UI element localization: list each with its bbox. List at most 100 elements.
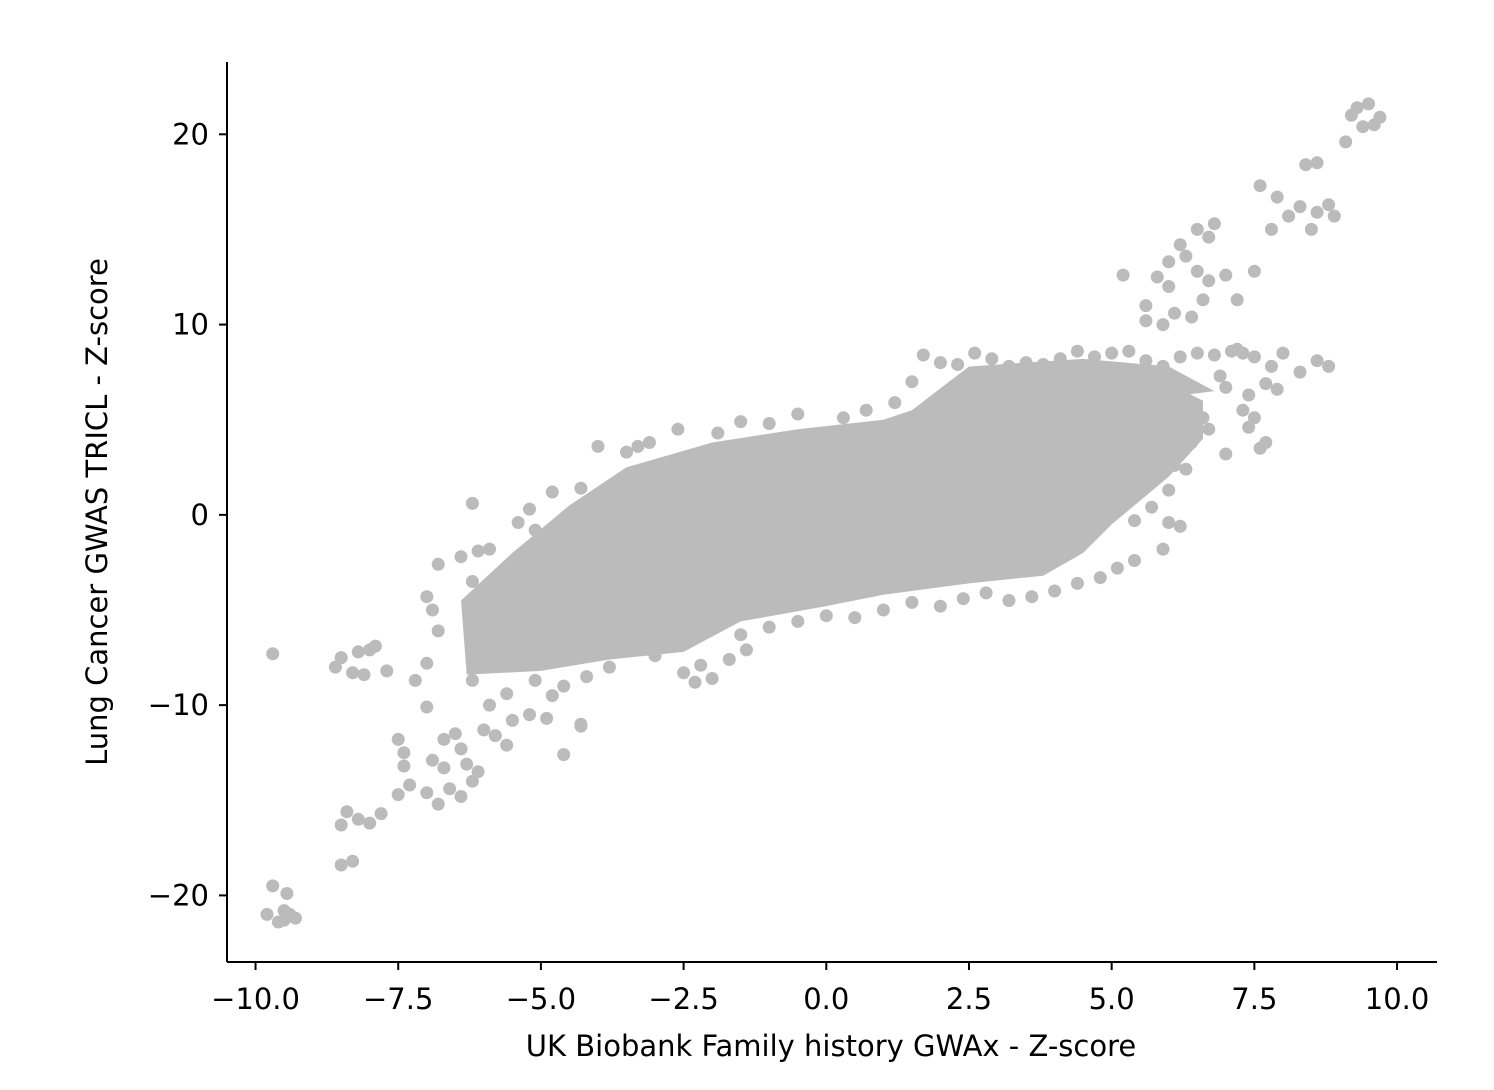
x-axis-ticks: −10.0 −7.5 −5.0 −2.5 0.0 2.5 5.0 7.5 10.0 <box>211 962 1429 1016</box>
data-point <box>557 679 571 693</box>
data-point <box>500 687 514 701</box>
data-point <box>1207 217 1221 231</box>
data-point <box>1247 411 1261 425</box>
x-tick-label: 2.5 <box>946 982 992 1016</box>
data-point <box>1276 346 1290 360</box>
data-point <box>1350 101 1364 115</box>
data-point <box>791 614 805 628</box>
data-point <box>266 879 280 893</box>
data-point <box>1270 190 1284 204</box>
dense-cloud-core <box>461 370 1203 675</box>
data-point <box>1236 403 1250 417</box>
data-point <box>905 595 919 609</box>
data-point <box>465 575 479 588</box>
data-point <box>1070 576 1084 590</box>
data-point <box>1190 346 1204 360</box>
x-tick-label: 10.0 <box>1365 982 1430 1016</box>
data-point <box>500 738 514 752</box>
data-point <box>1282 209 1296 223</box>
data-point <box>1156 359 1170 373</box>
data-point <box>334 651 348 665</box>
data-point <box>1122 344 1136 358</box>
y-tick-label: 10 <box>172 308 209 342</box>
data-point <box>391 732 405 746</box>
data-point <box>968 346 982 360</box>
x-tick-label: 5.0 <box>1089 982 1135 1016</box>
scatter-points <box>260 97 1387 929</box>
data-point <box>1185 310 1199 324</box>
data-point <box>1173 350 1187 364</box>
data-point <box>1190 222 1204 236</box>
data-point <box>523 708 536 722</box>
data-point <box>1088 350 1101 364</box>
data-point <box>368 639 382 653</box>
data-point <box>677 666 691 680</box>
data-point <box>391 788 405 802</box>
x-tick-label: −10.0 <box>211 982 300 1016</box>
data-point <box>1162 516 1176 529</box>
x-tick-label: 7.5 <box>1231 982 1277 1016</box>
x-tick-label: −5.0 <box>506 982 576 1016</box>
data-point <box>1259 436 1273 449</box>
data-point <box>591 439 605 453</box>
x-tick-label: 0.0 <box>803 982 849 1016</box>
data-point <box>477 723 491 737</box>
data-point <box>1139 314 1153 328</box>
data-point <box>426 753 439 767</box>
data-point <box>1190 264 1204 278</box>
data-point <box>1207 348 1221 362</box>
data-point <box>374 807 388 821</box>
y-tick-label: −20 <box>148 878 209 912</box>
data-point <box>1156 318 1170 332</box>
data-point <box>1116 268 1130 282</box>
data-point <box>1242 420 1256 434</box>
data-point <box>471 544 485 558</box>
data-point <box>454 742 468 756</box>
data-point <box>1128 514 1141 528</box>
data-point <box>648 649 662 663</box>
data-point <box>1322 198 1336 212</box>
data-point <box>1105 346 1119 360</box>
data-point <box>1293 200 1307 214</box>
data-point <box>363 816 377 830</box>
data-point <box>454 550 468 564</box>
data-point <box>933 356 947 370</box>
data-point <box>1196 293 1210 307</box>
data-point <box>1219 447 1233 461</box>
data-point <box>1048 584 1062 598</box>
data-point <box>1253 179 1267 193</box>
dense-point-cloud <box>461 358 1215 675</box>
data-point <box>1202 422 1216 436</box>
data-point <box>448 727 462 741</box>
dense-cloud-upper <box>911 358 1215 411</box>
data-point <box>420 590 434 604</box>
data-point <box>1362 97 1375 111</box>
data-point <box>602 660 616 674</box>
data-point <box>1299 158 1313 172</box>
data-point <box>443 782 457 796</box>
data-point <box>1219 268 1233 282</box>
y-tick-label: 20 <box>172 117 209 151</box>
data-point <box>1070 344 1084 358</box>
data-point <box>260 907 274 921</box>
data-point <box>437 761 451 775</box>
data-point <box>1242 388 1256 402</box>
data-point <box>483 698 496 712</box>
data-point <box>289 911 302 925</box>
data-point <box>1025 590 1039 604</box>
data-point <box>511 516 525 529</box>
data-point <box>762 417 776 430</box>
data-point <box>1156 542 1170 556</box>
data-point <box>465 673 479 687</box>
data-point <box>1002 359 1016 373</box>
y-axis-ticks: −20 −10 0 10 20 <box>148 117 227 912</box>
data-point <box>642 436 656 449</box>
data-point <box>1265 222 1278 236</box>
data-point <box>1053 352 1067 366</box>
x-tick-label: −7.5 <box>363 982 433 1016</box>
data-point <box>1322 359 1336 373</box>
data-point <box>1002 594 1016 607</box>
data-point <box>1168 458 1181 472</box>
data-point <box>334 818 348 832</box>
